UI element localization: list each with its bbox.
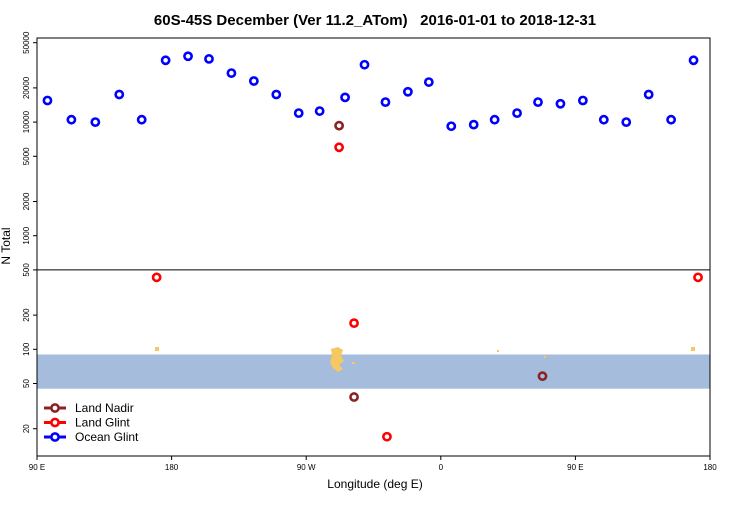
x-tick-label: 90 W <box>297 463 316 472</box>
land-glint-point <box>693 272 703 283</box>
ocean-glint-point <box>402 86 413 97</box>
y-tick-label: 50 <box>22 378 31 387</box>
ocean-glint-point <box>621 117 632 128</box>
land-glint-point <box>151 272 162 283</box>
x-tick-label: 90 E <box>29 463 45 472</box>
ocean-glint-point <box>226 68 237 79</box>
ocean-glint-point <box>204 54 214 64</box>
y-tick-label: 10000 <box>22 110 31 133</box>
land-shape-islands <box>155 347 159 351</box>
ocean-band-rect <box>37 354 710 389</box>
land-shape-islands <box>544 356 546 358</box>
legend-marker-ocean-glint <box>50 432 60 442</box>
land-glint-point <box>382 431 392 442</box>
ocean-glint-point <box>66 114 77 125</box>
land-glint-point <box>349 318 359 329</box>
land-nadir-point <box>349 392 359 402</box>
land-shape-islands <box>691 347 695 351</box>
land-nadir-point <box>537 371 548 382</box>
land-shape-south-america <box>330 347 344 372</box>
y-tick-label: 500 <box>22 263 31 277</box>
ocean-glint-point <box>136 114 147 125</box>
ocean-glint-point <box>643 89 654 100</box>
land-nadir-point <box>334 120 345 131</box>
y-tick-label: 200 <box>22 308 31 322</box>
ocean-glint-point <box>293 108 304 119</box>
ocean-glint-point <box>468 119 479 130</box>
y-tick-label: 50000 <box>22 31 31 54</box>
x-tick-label: 180 <box>165 463 179 472</box>
y-tick-label: 1000 <box>22 226 31 244</box>
x-tick-label: 180 <box>703 463 717 472</box>
ocean-band <box>37 354 710 389</box>
legend-marker-land-nadir <box>50 403 60 413</box>
y-tick-label: 100 <box>22 342 31 356</box>
ocean-glint-point <box>90 117 101 128</box>
land-shape-islands <box>497 350 499 352</box>
ocean-glint-point <box>183 51 193 62</box>
x-axis-label: Longitude (deg E) <box>327 477 422 491</box>
y-tick-label: 20 <box>22 424 31 433</box>
chart-title: 60S-45S December (Ver 11.2_ATom) 2016-01… <box>154 12 596 29</box>
y-tick-label: 20000 <box>22 76 31 99</box>
legend-marker-land-glint <box>50 417 60 428</box>
ocean-glint-point <box>555 98 566 109</box>
ocean-glint-point <box>489 114 500 125</box>
ocean-glint-point <box>42 95 53 106</box>
legend-label-ocean-glint: Ocean Glint <box>75 430 139 444</box>
x-tick-label: 90 E <box>567 463 583 472</box>
data-points <box>42 51 703 442</box>
y-tick-label: 5000 <box>22 147 31 165</box>
ocean-glint-point <box>271 89 282 100</box>
ocean-glint-point <box>248 76 259 86</box>
ocean-glint-point <box>380 97 391 107</box>
ocean-glint-point <box>160 55 171 66</box>
ocean-glint-point <box>423 77 434 87</box>
land-shape-islands <box>352 362 355 364</box>
ocean-glint-point <box>577 95 588 106</box>
ocean-glint-point <box>340 92 350 103</box>
ocean-glint-point <box>688 55 699 66</box>
plot-frame <box>36 37 711 457</box>
ocean-glint-point <box>359 59 370 70</box>
ocean-glint-point <box>446 121 457 132</box>
y-tick-label: 2000 <box>22 192 31 210</box>
axes: 20 50 100 200 500 1000 2000 5000 10000 20000 50000… <box>22 31 717 472</box>
land-glint-point <box>334 142 345 153</box>
x-tick-label: 0 <box>439 463 444 472</box>
legend-label-land-glint: Land Glint <box>75 416 130 430</box>
ocean-glint-point <box>533 97 543 107</box>
land-shapes <box>155 347 695 372</box>
y-axis-label: N Total <box>0 227 13 264</box>
ocean-glint-point <box>114 89 125 100</box>
ocean-glint-point <box>598 114 609 125</box>
legend-label-land-nadir: Land Nadir <box>75 401 134 415</box>
ocean-glint-point <box>512 108 522 119</box>
ocean-glint-point <box>666 114 677 125</box>
ocean-glint-point <box>314 106 325 116</box>
